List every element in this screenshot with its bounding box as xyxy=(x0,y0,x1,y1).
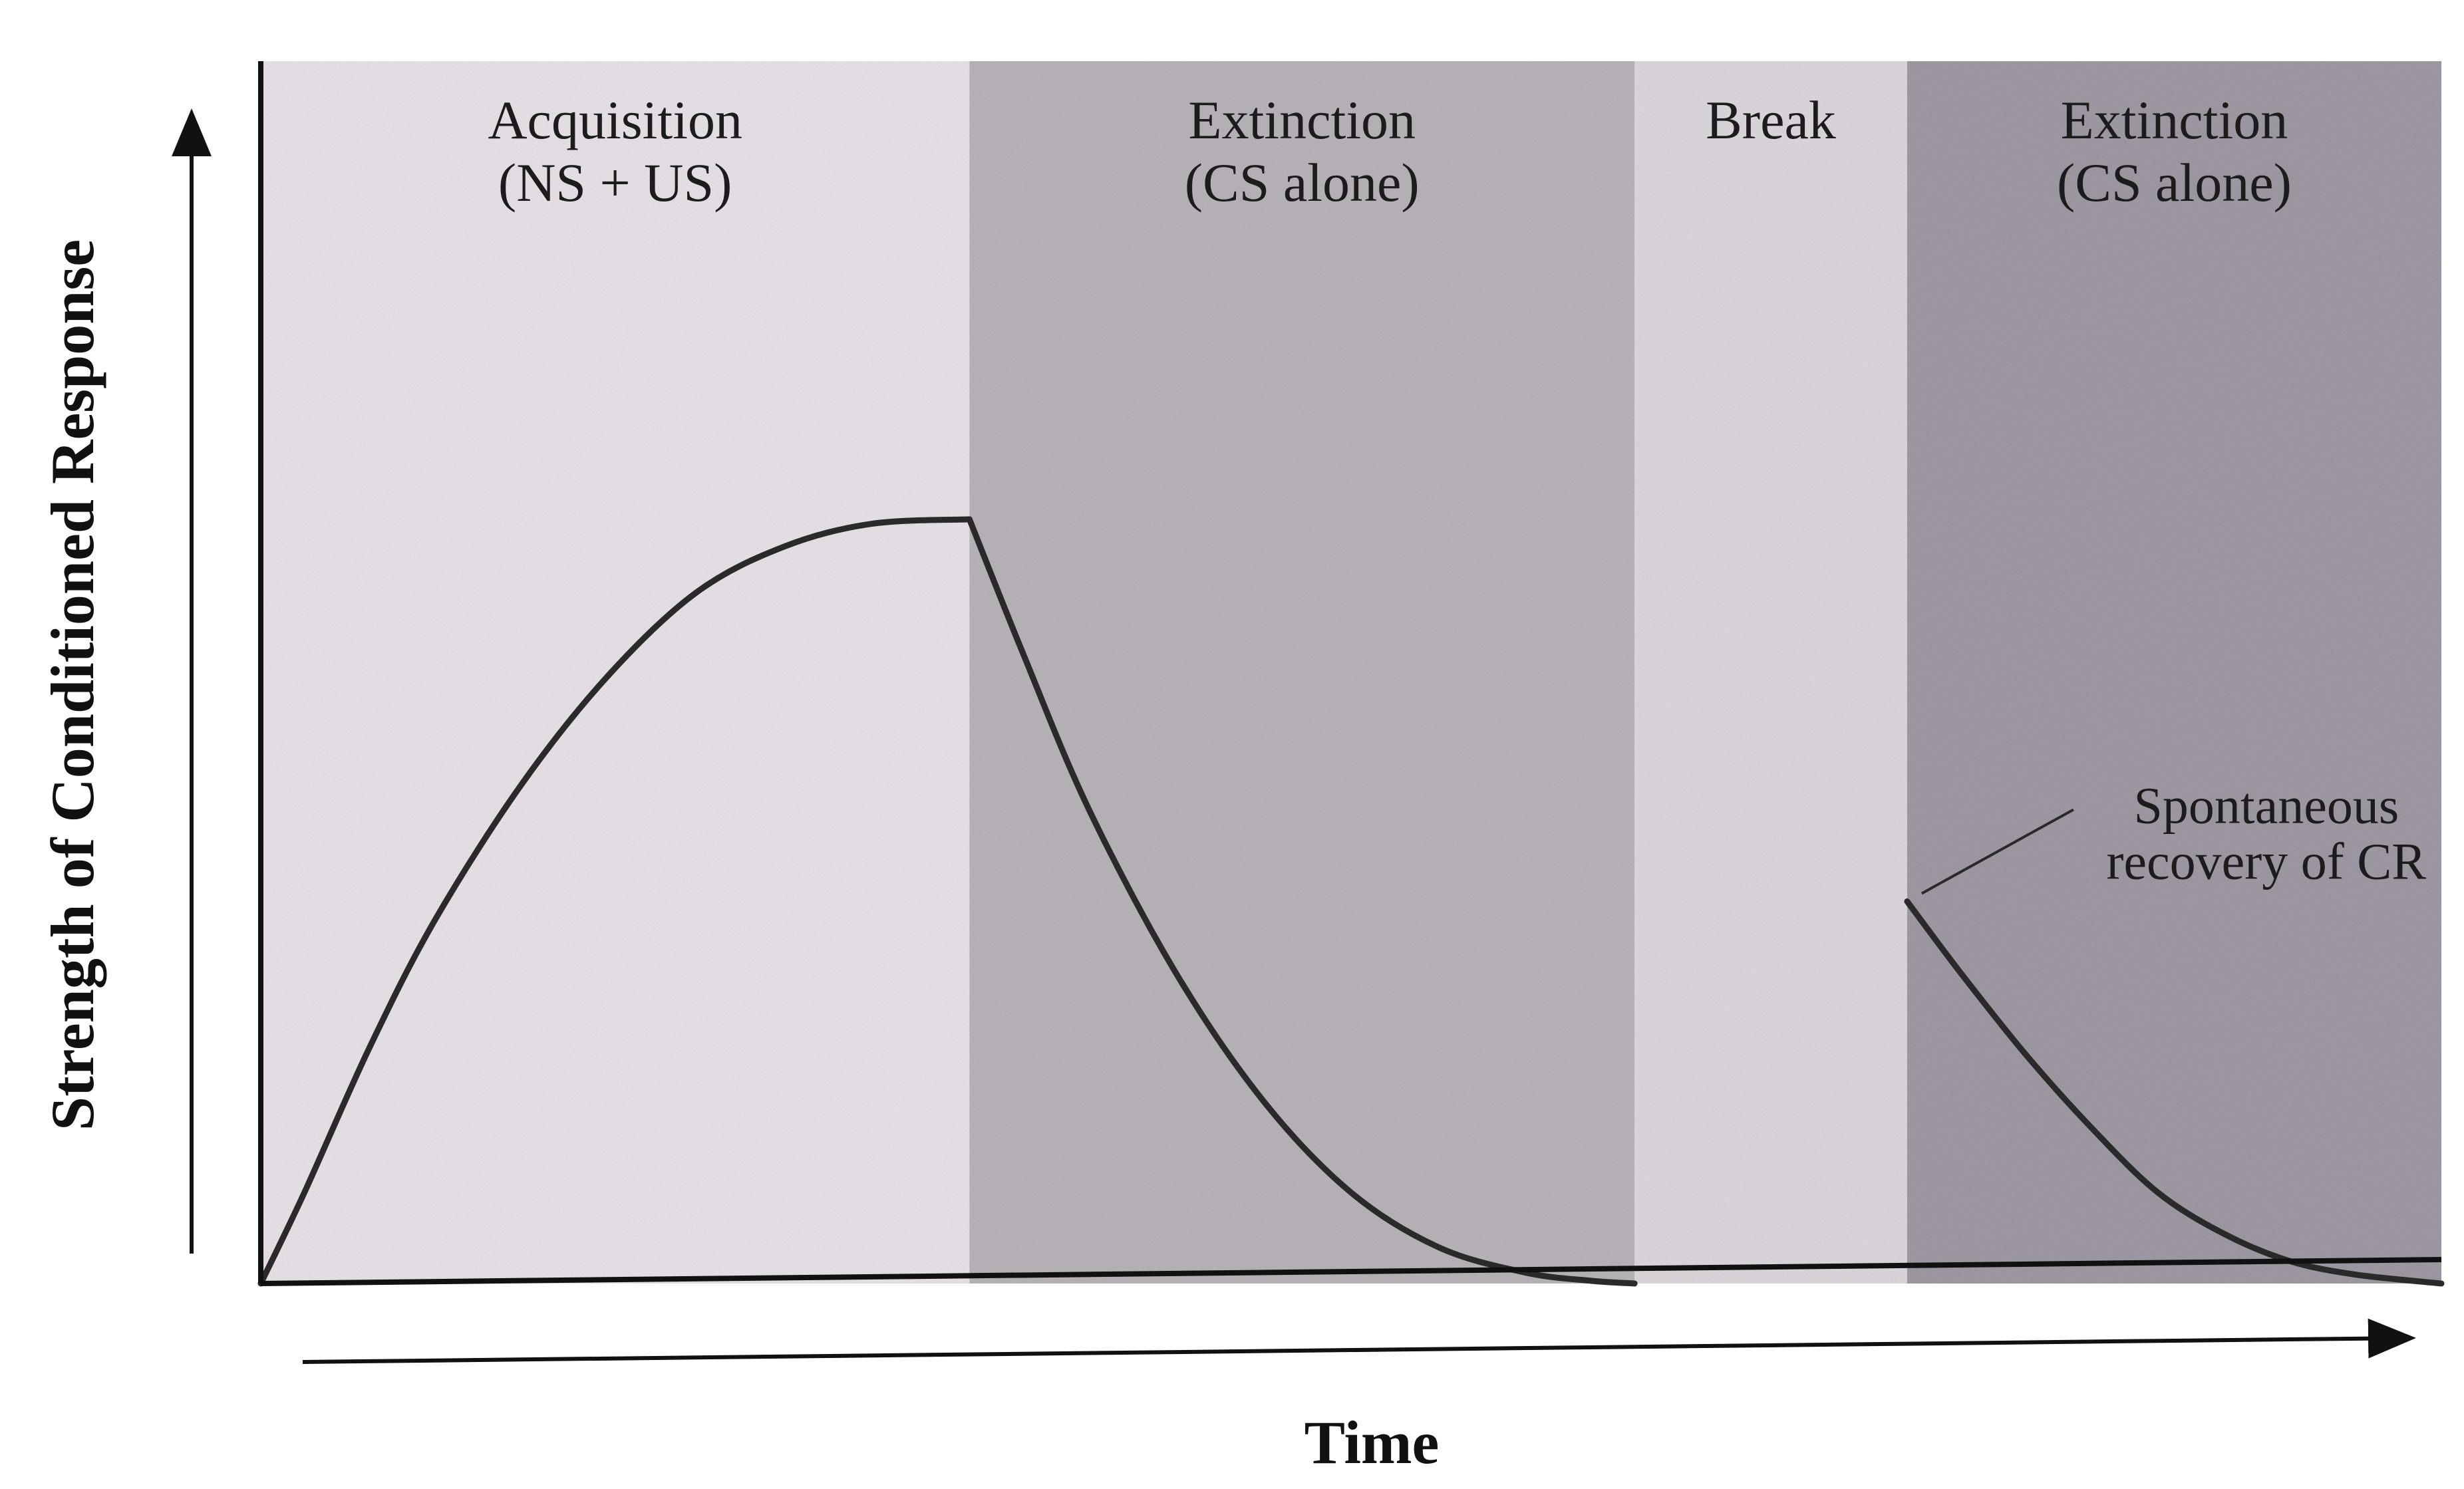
phase-band-2 xyxy=(969,61,1635,1284)
response-curves xyxy=(257,516,2445,1287)
phase-band-4 xyxy=(1907,61,2441,1284)
annotation-leader-line xyxy=(1921,808,2074,895)
x-axis-title: Time xyxy=(1305,1409,1440,1476)
phase-bands xyxy=(261,61,2441,1284)
y-axis-title: Strength of Conditioned Response xyxy=(39,239,106,1131)
phase-sublabel-1: (NS + US) xyxy=(498,152,732,213)
annotation-recovery-of-cr: recovery of CR xyxy=(2106,832,2426,890)
annotation-spontaneous-recovery: Spontaneous xyxy=(2134,776,2399,834)
curve-extinction xyxy=(966,516,1638,1287)
curve-acquisition xyxy=(257,516,973,1287)
phase-label-3: Break xyxy=(1706,90,1836,150)
phase-sublabel-4: (CS alone) xyxy=(2057,152,2292,213)
phase-label-2: Extinction xyxy=(1188,90,1416,150)
phase-band-3 xyxy=(1634,61,1907,1284)
phase-label-4: Extinction xyxy=(2061,90,2288,150)
curve-extinction-after-break xyxy=(1904,898,2445,1287)
plot-bottom-axis xyxy=(260,1257,2442,1286)
phase-sublabel-2: (CS alone) xyxy=(1185,152,1420,213)
x-axis-arrow xyxy=(302,1318,2416,1364)
phase-labels: Acquisition(NS + US)Extinction(CS alone)… xyxy=(488,90,2292,213)
phase-label-1: Acquisition xyxy=(488,90,742,150)
